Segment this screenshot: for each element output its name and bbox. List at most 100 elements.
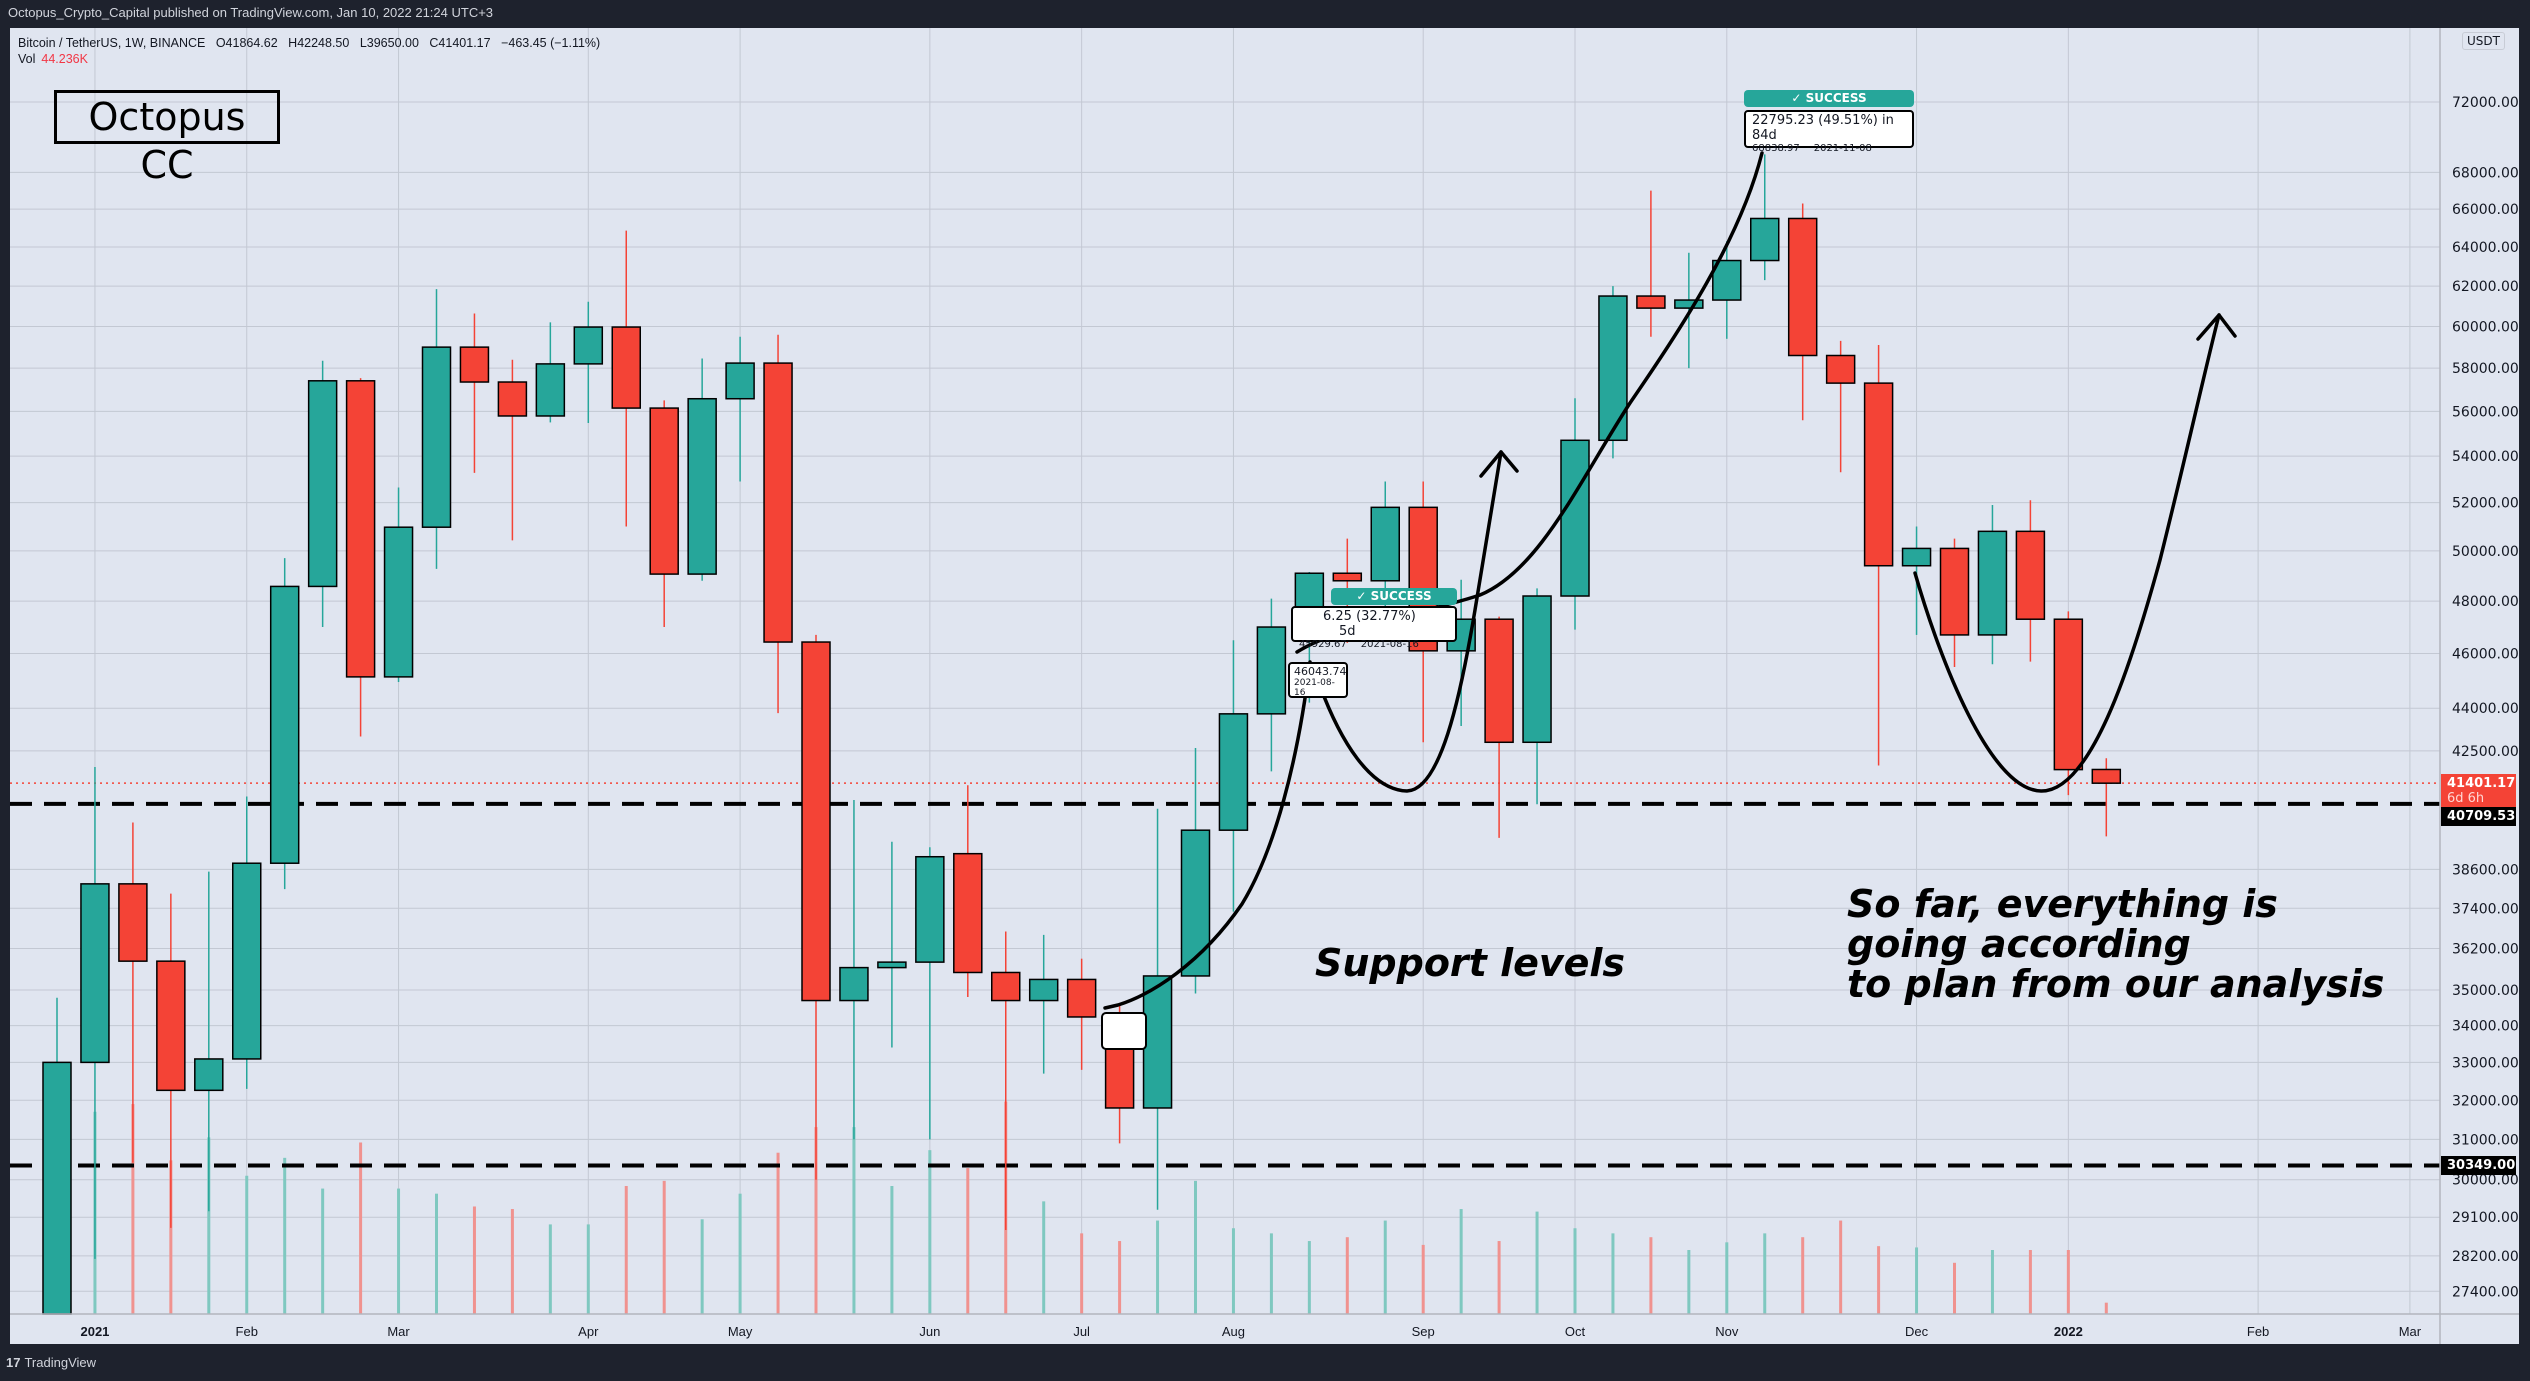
candle-body [1901,547,1932,567]
time-tick-label: Mar [2399,1324,2422,1339]
volume-bar [1156,1220,1160,1314]
volume-bar [1459,1209,1463,1314]
volume-bar [1231,1228,1235,1314]
candle-body [194,1058,224,1092]
candle-body [763,362,793,643]
candle [383,487,414,682]
volume-bar [1915,1247,1919,1314]
support-level-label-2: 30349.00 [2441,1156,2516,1175]
price-tick-label: 28200.00 [2452,1249,2519,1265]
symbol[interactable]: Bitcoin / TetherUS, 1W, BINANCE [18,36,206,50]
candle [345,378,376,737]
publish-info: Octopus_Crypto_Capital published on Trad… [8,5,494,20]
volume-bar [283,1157,287,1314]
candle-body [459,346,490,383]
price-tick-label: 44000.00 [2452,701,2519,717]
volume-bar [1194,1180,1197,1314]
candle [1142,808,1173,1210]
volume-bar [1042,1201,1046,1314]
candle-body [42,1061,72,1315]
volume-bar [1611,1233,1615,1314]
volume-legend: Vol 44.236K [18,52,88,66]
candle [1863,345,1894,766]
volume-bar [131,1104,135,1314]
candle-body [1028,978,1059,1002]
price-tick-label: 48000.00 [2452,594,2519,610]
candle-body [877,961,907,969]
candle [194,871,224,1212]
candle-body [611,326,641,409]
price-tick-label: 34000.00 [2452,1019,2519,1035]
candle-body [1560,439,1590,597]
success-2-result: 22795.23 (49.51%) in 84d [1752,113,1894,143]
candle [649,400,679,628]
price-tick-label: 52000.00 [2452,496,2519,512]
price-tick-label: 36200.00 [2452,941,2519,957]
time-tick-label: Jul [1073,1324,1090,1339]
volume-bar [662,1180,666,1314]
time-tick-label: Jun [919,1324,940,1339]
candles [42,154,2122,1315]
candle-body [1825,354,1856,384]
time-tick-label: Apr [578,1324,599,1339]
volume-bar [548,1224,552,1314]
candle-body [687,397,717,575]
breakout-curve [1103,660,1312,1010]
time-tick-label: 2021 [80,1324,109,1339]
candle-body [1863,382,1894,567]
price-tick-label: 33000.00 [2452,1055,2519,1071]
volume-bar [321,1188,325,1314]
candle [1560,398,1590,630]
candle-body [118,883,148,962]
price-tick-label: 46000.00 [2452,647,2519,663]
time-tick-label: Feb [2247,1324,2269,1339]
volume-bar [966,1168,970,1314]
ohlc-high: H42248.50 [288,36,350,50]
volume-bar [814,1127,818,1314]
candle-body [1370,506,1400,582]
candle [156,893,186,1228]
candle-body [80,883,110,1064]
volume-bar [1080,1233,1084,1314]
success-tag-1: ✓ SUCCESS [1331,588,1457,605]
volume-bar [1839,1220,1843,1314]
volume-bar [928,1150,932,1314]
price-tick-label: 66000.00 [2452,202,2519,218]
entry-date: 2021-08-16 [1294,678,1335,698]
volume-label: Vol [18,52,36,66]
candle [1825,340,1856,473]
currency-badge[interactable]: USDT [2462,32,2505,50]
volume-bar [1421,1244,1425,1314]
dip-projection-curve-2 [1913,313,2221,793]
candle [1028,934,1059,1074]
candle-body [421,346,452,528]
candle-body [1977,530,2008,636]
candle [1522,588,1552,805]
tradingview-logo[interactable]: 17 TradingView [6,1355,96,1370]
volume-bar [1535,1211,1539,1314]
candle [1977,504,2008,665]
volume-bar [1307,1241,1311,1314]
analysis-note-line: So far, everything is [1847,882,2278,926]
support-levels-text: Support levels [1315,941,1626,985]
candle-body [801,641,831,1002]
time-tick-label: Sep [1412,1324,1435,1339]
candle-body [2015,530,2046,620]
candle [763,334,793,714]
volume-bar [1573,1228,1577,1314]
price-tick-label: 31000.00 [2452,1132,2519,1148]
volume-value: 44.236K [41,52,88,66]
candle [421,289,452,569]
volume-bar [1649,1237,1653,1314]
volume-bar [1953,1262,1956,1314]
success-1-result: 6.25 (32.77%) [1323,609,1416,624]
analysis-note: So far, everything is going according to… [1847,884,2384,1004]
candle-body [1712,259,1742,301]
candle-body [915,855,945,963]
price-tick-label: 62000.00 [2452,279,2519,295]
price-tick-label: 35000.00 [2452,983,2519,999]
brand-label: Octopus CC [54,90,280,187]
candle-body [1787,217,1818,357]
candle-body [497,381,528,417]
